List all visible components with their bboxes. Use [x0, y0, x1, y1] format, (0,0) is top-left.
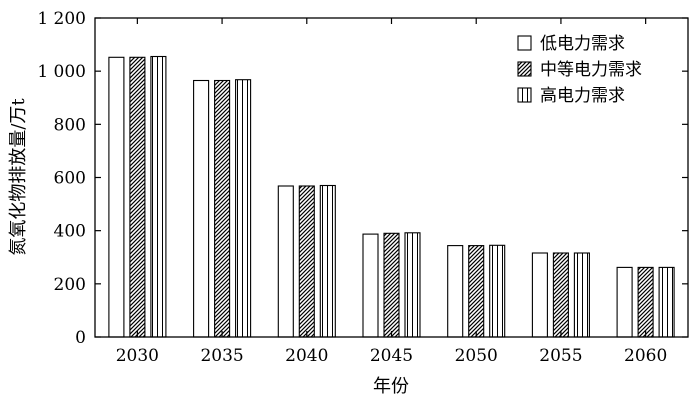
x-axis-ticks: 2030 2035 2040 2045 2050 2055 2060 [116, 18, 667, 366]
legend-label-series-3: 高电力需求 [540, 86, 625, 106]
y-tick-label: 600 [54, 169, 86, 189]
legend-swatch-series-1 [517, 35, 532, 51]
bar-2055-series-2 [552, 252, 569, 338]
bar-2055-series-1 [531, 252, 548, 338]
bar-2045-series-2 [383, 232, 400, 338]
y-tick-label: 1 000 [37, 62, 86, 82]
legend-swatch-series-3 [517, 87, 532, 103]
bar-2040-series-1 [277, 185, 294, 338]
bar-2060-series-2 [637, 266, 654, 338]
bar-2030-series-3 [150, 55, 167, 338]
x-tick-label: 2060 [624, 346, 667, 366]
y-tick-label: 1 200 [37, 9, 86, 29]
x-tick-label: 2045 [370, 346, 413, 366]
bar-2060-series-3 [658, 266, 675, 338]
bar-2050-series-1 [447, 245, 464, 338]
legend-label-series-2: 中等电力需求 [540, 60, 642, 80]
y-tick-label: 200 [54, 275, 86, 295]
y-tick-label: 0 [75, 328, 86, 348]
x-tick-label: 2055 [539, 346, 582, 366]
bars-layer [108, 55, 675, 338]
legend-swatch-series-2 [517, 61, 532, 77]
x-axis-title: 年份 [373, 376, 409, 397]
bar-2050-series-2 [468, 245, 485, 338]
bar-2045-series-1 [362, 233, 379, 338]
bar-2045-series-3 [404, 232, 421, 338]
y-axis-title: 氮氧化物排放量/万t [8, 98, 29, 256]
bar-2030-series-1 [108, 56, 125, 338]
bar-2040-series-3 [319, 184, 336, 338]
x-tick-label: 2040 [285, 346, 328, 366]
bar-2035-series-1 [193, 79, 210, 338]
x-tick-label: 2050 [455, 346, 498, 366]
bar-2055-series-3 [573, 252, 590, 338]
bar-2030-series-2 [129, 56, 146, 338]
y-tick-label: 800 [54, 115, 86, 135]
bar-2040-series-2 [298, 185, 315, 338]
bar-2060-series-1 [616, 266, 633, 338]
bar-2035-series-3 [235, 79, 252, 338]
y-tick-label: 400 [54, 222, 86, 242]
bar-2035-series-2 [214, 79, 231, 338]
legend-label-series-1: 低电力需求 [540, 34, 625, 54]
x-tick-label: 2035 [200, 346, 243, 366]
y-axis-ticks: 0 200 400 600 800 1 000 1 200 [37, 9, 688, 348]
x-tick-label: 2030 [116, 346, 159, 366]
bar-2050-series-3 [489, 244, 506, 338]
